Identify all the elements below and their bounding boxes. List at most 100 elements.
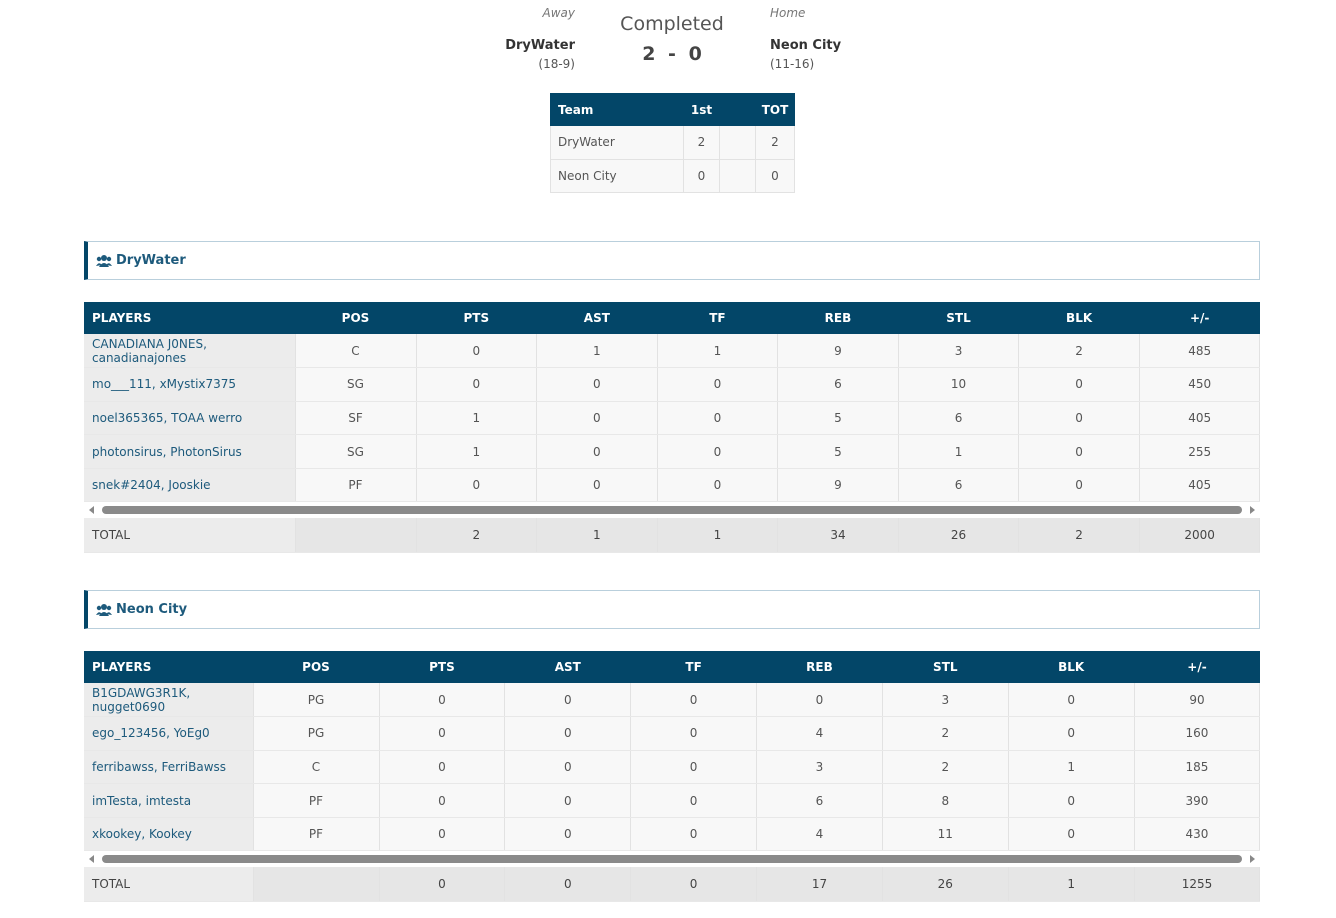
stat-cell: 6 bbox=[756, 783, 883, 818]
period-cell: 0 bbox=[683, 158, 720, 194]
player-name[interactable]: CANADIANA J0NES, canadianajones bbox=[84, 334, 296, 369]
stat-cell: 0 bbox=[416, 367, 538, 402]
column-header: TF bbox=[630, 651, 757, 683]
player-name[interactable]: xkookey, Kookey bbox=[84, 817, 254, 852]
score-separator: - bbox=[668, 43, 676, 65]
away-score: 2 bbox=[642, 43, 656, 65]
stat-cell: 1 bbox=[1008, 750, 1135, 785]
away-label: Away bbox=[542, 6, 575, 20]
player-name[interactable]: imTesta, imtesta bbox=[84, 783, 254, 818]
stat-cell: 8 bbox=[882, 783, 1009, 818]
total-cell: 26 bbox=[882, 867, 1009, 902]
total-cell: 0 bbox=[504, 867, 632, 902]
stat-cell: 2 bbox=[882, 750, 1009, 785]
boxscore-table: PLAYERS POS PTS AST TF REB STL BLK +/- CANADIANA … bbox=[84, 302, 1261, 503]
player-name[interactable]: B1GDAWG3R1K, nugget0690 bbox=[84, 683, 254, 718]
column-header: +/- bbox=[1134, 651, 1260, 683]
stat-cell: 0 bbox=[504, 750, 632, 785]
stat-cell: 0 bbox=[657, 401, 779, 436]
stat-cell: 3 bbox=[898, 334, 1020, 369]
player-name[interactable]: ferribawss, FerriBawss bbox=[84, 750, 254, 785]
linescore-header: Team 1st TOT bbox=[550, 93, 795, 126]
total-cell: 26 bbox=[898, 518, 1020, 553]
stat-cell: 0 bbox=[504, 716, 632, 751]
section-title: DryWater bbox=[84, 241, 1260, 280]
stat-cell: 405 bbox=[1139, 401, 1261, 436]
player-name[interactable]: mo___111, xMystix7375 bbox=[84, 367, 296, 402]
stat-cell: 5 bbox=[777, 401, 899, 436]
column-header: POS bbox=[295, 302, 416, 334]
stat-cell: 2 bbox=[1018, 334, 1140, 369]
stat-cell: 0 bbox=[504, 783, 632, 818]
column-header: POS bbox=[253, 651, 379, 683]
stat-cell: 3 bbox=[882, 683, 1009, 718]
scroll-thumb[interactable] bbox=[102, 855, 1242, 863]
stat-cell: 0 bbox=[756, 683, 883, 718]
column-header bbox=[719, 93, 756, 126]
scroll-thumb[interactable] bbox=[102, 506, 1242, 514]
team-icon bbox=[96, 603, 112, 616]
linescore-table: Team 1st TOT DryWater 2 2 Neon City 0 0 bbox=[550, 93, 795, 194]
total-cell: 2 bbox=[1018, 518, 1140, 553]
scroll-arrows[interactable] bbox=[84, 851, 1260, 867]
stat-cell: 450 bbox=[1139, 367, 1261, 402]
stat-cell: 0 bbox=[379, 750, 506, 785]
home-record: (11-16) bbox=[770, 57, 815, 71]
blank-cell bbox=[719, 125, 756, 160]
stat-cell: 0 bbox=[536, 401, 658, 436]
boxscore-table: PLAYERS POS PTS AST TF REB STL BLK +/- B1GDAWG3R1… bbox=[84, 651, 1261, 852]
scroll-arrows[interactable] bbox=[84, 502, 1260, 518]
stat-cell: 0 bbox=[416, 468, 538, 503]
stat-cell: 390 bbox=[1134, 783, 1261, 818]
player-row: photonsirus, PhotonSirus SG 1 0 0 5 1 0 255 bbox=[84, 434, 1261, 469]
team-name: DryWater bbox=[116, 253, 186, 268]
player-name[interactable]: photonsirus, PhotonSirus bbox=[84, 434, 296, 469]
stat-cell: 6 bbox=[898, 468, 1020, 503]
stat-cell: 0 bbox=[657, 367, 779, 402]
column-header: REB bbox=[756, 651, 883, 683]
total-cell: 1 bbox=[536, 518, 658, 553]
column-header: STL bbox=[898, 302, 1019, 334]
total-cell: 2 bbox=[416, 518, 538, 553]
player-row: imTesta, imtesta PF 0 0 0 6 8 0 390 bbox=[84, 783, 1261, 818]
column-header: STL bbox=[882, 651, 1009, 683]
header-row: PLAYERS POS PTS AST TF REB STL BLK +/- bbox=[84, 302, 1260, 334]
column-header: PTS bbox=[416, 302, 537, 334]
stat-cell: SF bbox=[295, 401, 417, 436]
total-row: TOTAL 2 1 1 34 26 2 2000 bbox=[84, 518, 1261, 553]
total-cell: 34 bbox=[777, 518, 899, 553]
column-header: BLK bbox=[1008, 651, 1135, 683]
total-cell: 1 bbox=[657, 518, 779, 553]
stat-cell: SG bbox=[295, 367, 417, 402]
stat-cell: 9 bbox=[777, 334, 899, 369]
total-cell: 0 bbox=[379, 867, 506, 902]
header-row: PLAYERS POS PTS AST TF REB STL BLK +/- bbox=[84, 651, 1260, 683]
player-name[interactable]: noel365365, TOAA werro bbox=[84, 401, 296, 436]
stat-cell: 1 bbox=[416, 401, 538, 436]
column-header: BLK bbox=[1018, 302, 1140, 334]
scrollbar bbox=[84, 851, 1260, 867]
game-status: Completed bbox=[620, 13, 724, 35]
player-name[interactable]: snek#2404, Jooskie bbox=[84, 468, 296, 503]
home-score: 0 bbox=[688, 43, 702, 65]
stat-cell: 0 bbox=[536, 434, 658, 469]
stat-cell: 2 bbox=[882, 716, 1009, 751]
player-name[interactable]: ego_123456, YoEg0 bbox=[84, 716, 254, 751]
total-cell: 0 bbox=[755, 158, 795, 194]
stat-cell: PG bbox=[253, 716, 380, 751]
stat-cell: 0 bbox=[1008, 817, 1135, 852]
stat-cell: 5 bbox=[777, 434, 899, 469]
stat-cell: 10 bbox=[898, 367, 1020, 402]
stat-cell: C bbox=[295, 334, 417, 369]
player-row: ego_123456, YoEg0 PG 0 0 0 4 2 0 160 bbox=[84, 716, 1261, 751]
stat-cell: 0 bbox=[379, 716, 506, 751]
stat-cell: 4 bbox=[756, 817, 883, 852]
stat-cell: C bbox=[253, 750, 380, 785]
player-row: noel365365, TOAA werro SF 1 0 0 5 6 0 405 bbox=[84, 401, 1261, 436]
stat-cell: 0 bbox=[1018, 367, 1140, 402]
stat-cell: 0 bbox=[630, 683, 758, 718]
stat-cell: PF bbox=[253, 817, 380, 852]
column-header: PLAYERS bbox=[84, 651, 253, 683]
total-label: TOTAL bbox=[84, 867, 254, 902]
